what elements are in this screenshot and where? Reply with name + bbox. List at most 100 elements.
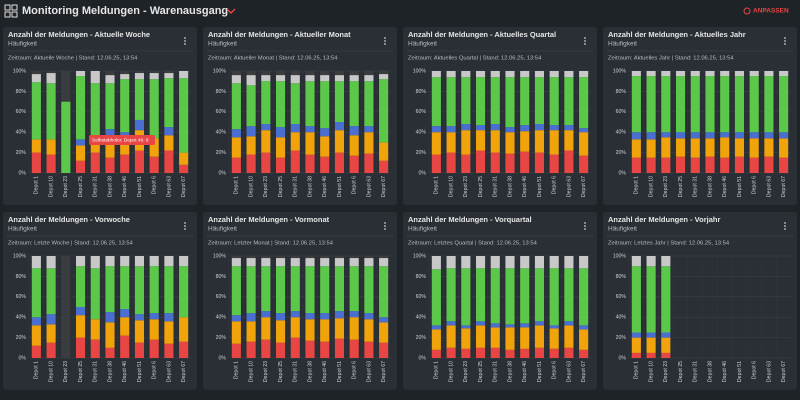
- bar-segment: [290, 337, 300, 358]
- bar-segment: [75, 256, 86, 267]
- bar-segment: [431, 269, 441, 326]
- bar-segment: [720, 76, 730, 133]
- bar-segment: [246, 313, 256, 322]
- bar-segment: [446, 256, 456, 269]
- bar-segment: [90, 144, 100, 153]
- x-tick-label: Depot 63: [166, 361, 172, 382]
- bar-segment: [661, 352, 671, 358]
- bar-segment: [505, 132, 515, 154]
- menu-dot: [384, 40, 386, 42]
- bar-segment: [764, 76, 774, 133]
- bar-segment: [164, 313, 174, 322]
- bar-segment: [364, 313, 374, 320]
- bar-segment: [246, 266, 256, 314]
- bar-segment: [46, 73, 56, 84]
- card-menu[interactable]: [784, 37, 786, 45]
- card-menu[interactable]: [184, 222, 186, 230]
- bar-segment: [334, 130, 345, 153]
- x-tick-label: Depot 10: [248, 361, 254, 382]
- bar-segment: [646, 157, 656, 173]
- bar-segment: [631, 157, 641, 173]
- x-tick-label: Depot 1: [634, 361, 640, 379]
- x-tick-label: Depot 46: [522, 176, 528, 197]
- button-label[interactable]: ANPASSEN: [753, 8, 789, 15]
- menu-dot: [784, 222, 786, 224]
- bar-segment: [105, 129, 115, 136]
- card-title: Anzahl der Meldungen - Aktuelles Jahr: [608, 30, 746, 39]
- card-menu[interactable]: [184, 37, 186, 45]
- x-tick-label: Depot 38: [707, 361, 713, 382]
- bar-segment: [231, 83, 241, 130]
- bar-segment: [646, 139, 656, 158]
- bar-segment: [564, 325, 574, 348]
- bar-segment: [631, 352, 641, 358]
- x-tick-label: Depot 51: [737, 176, 743, 197]
- x-tick-label: Depot 51: [537, 361, 543, 382]
- bar-segment: [275, 157, 286, 173]
- bar-segment: [364, 71, 374, 76]
- bar-segment: [349, 126, 359, 136]
- card-menu[interactable]: [784, 222, 786, 230]
- bar-segment: [46, 71, 56, 74]
- bar-segment: [275, 320, 286, 343]
- bar-segment: [690, 71, 700, 77]
- bar-segment: [490, 77, 500, 125]
- card-menu[interactable]: [384, 222, 386, 230]
- x-tick-label: Depot 38: [707, 176, 713, 197]
- x-tick-label: Depot 1: [434, 176, 440, 194]
- bar-segment: [579, 325, 589, 330]
- bar-segment: [261, 75, 271, 82]
- bar-segment: [179, 256, 189, 267]
- bar-segment: [31, 139, 41, 153]
- bar-segment: [261, 339, 271, 358]
- bar-segment: [661, 332, 671, 338]
- bar-segment: [120, 266, 130, 310]
- x-tick-label: Depot 46: [722, 361, 728, 382]
- title-dropdown[interactable]: [226, 8, 236, 15]
- bar-segment: [631, 71, 641, 77]
- chart-card: Anzahl der Meldungen - Vorquartal Häufigk…: [403, 212, 597, 390]
- bar-segment: [379, 256, 389, 259]
- y-tick-label: 20%: [416, 150, 427, 156]
- bar-segment: [261, 81, 271, 125]
- card-menu[interactable]: [584, 222, 586, 230]
- y-tick-label: 20%: [216, 150, 227, 156]
- bar-segment: [734, 156, 745, 173]
- bar-segment: [46, 154, 56, 173]
- bar-segment: [646, 71, 656, 77]
- card-menu[interactable]: [584, 37, 586, 45]
- y-tick-label: 20%: [416, 335, 427, 341]
- bar-segment: [461, 77, 471, 125]
- bar-segment: [246, 136, 256, 155]
- x-tick-label: Depot 23: [463, 176, 469, 197]
- bar-segment: [134, 71, 145, 74]
- customize-button[interactable]: ANPASSEN: [743, 7, 789, 15]
- bar-segment: [261, 266, 271, 312]
- bar-segment: [261, 258, 271, 267]
- menu-icon[interactable]: [4, 4, 18, 18]
- bar-segment: [290, 317, 300, 338]
- bar-segment: [520, 323, 530, 328]
- bar-segment: [490, 71, 500, 78]
- bar-segment: [320, 136, 330, 157]
- bar-segment: [105, 135, 115, 158]
- bar-segment: [364, 258, 374, 267]
- bar-segment: [149, 79, 159, 139]
- bar-segment: [534, 124, 545, 131]
- bar-segment: [505, 71, 515, 78]
- bar-segment: [120, 317, 130, 336]
- bar-segment: [75, 307, 86, 316]
- bar-segment: [461, 268, 471, 326]
- bar-segment: [246, 85, 256, 127]
- x-tick-label: Depot 67: [781, 176, 787, 197]
- y-tick-label: 80%: [216, 89, 227, 95]
- bar-segment: [446, 132, 456, 153]
- bar-segment: [764, 71, 774, 77]
- bar-segment: [290, 124, 300, 133]
- bar-segment: [705, 76, 715, 133]
- bar-segment: [31, 325, 41, 346]
- y-tick-label: 100%: [13, 68, 27, 74]
- card-menu[interactable]: [384, 37, 386, 45]
- bar-segment: [379, 79, 389, 143]
- bar-segment: [290, 71, 300, 76]
